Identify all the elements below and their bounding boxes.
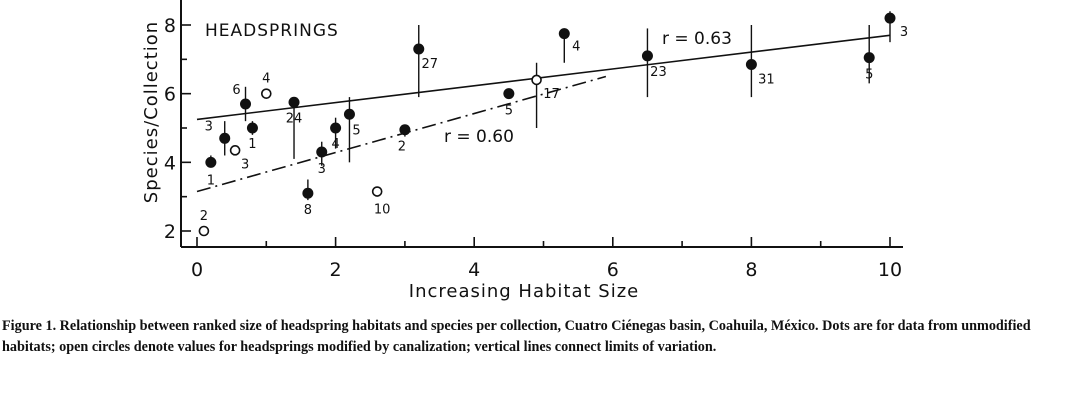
sample-size-label: 1 bbox=[207, 173, 215, 188]
filled-dot bbox=[558, 28, 570, 40]
filled-dot bbox=[288, 96, 300, 108]
x-tick-label: 4 bbox=[468, 259, 480, 281]
open-circle bbox=[371, 186, 383, 197]
filled-dot bbox=[503, 88, 515, 100]
sample-size-label: 10 bbox=[374, 203, 391, 218]
x-tick-label: 0 bbox=[191, 259, 203, 281]
filled-dot bbox=[240, 98, 252, 110]
sample-size-label: 17 bbox=[543, 87, 560, 102]
filled-dot bbox=[863, 52, 875, 64]
open-circle bbox=[229, 145, 241, 156]
y-tick-label: 6 bbox=[164, 84, 176, 106]
sample-size-label: 31 bbox=[758, 72, 775, 87]
sample-size-label: 1 bbox=[248, 137, 256, 152]
sample-size-label: 23 bbox=[650, 65, 667, 80]
open-circle bbox=[531, 74, 542, 86]
sample-size-label: 5 bbox=[352, 123, 360, 138]
x-tick-label: 2 bbox=[330, 259, 342, 281]
filled-dot bbox=[884, 12, 896, 24]
sample-size-label: 8 bbox=[304, 203, 312, 218]
sample-size-label: 6 bbox=[232, 83, 240, 98]
figure-caption: Figure 1. Relationship between ranked si… bbox=[2, 318, 1031, 355]
sample-size-label: 27 bbox=[421, 57, 438, 72]
sample-size-label: 4 bbox=[331, 137, 339, 152]
regression-lines: r = 0.63 r = 0.60 bbox=[196, 29, 891, 193]
y-axis-title: Species/Collection bbox=[141, 21, 162, 203]
filled-dot bbox=[343, 108, 355, 120]
x-axis-title: Increasing Habitat Size bbox=[409, 281, 639, 302]
filled-dot bbox=[641, 50, 653, 62]
regression-line-modified bbox=[196, 75, 607, 193]
filled-dot bbox=[219, 132, 231, 144]
sample-size-label: 4 bbox=[572, 40, 580, 55]
filled-dot bbox=[205, 156, 217, 168]
open-circle bbox=[198, 225, 210, 237]
sample-size-label: 3 bbox=[900, 25, 908, 40]
sample-size-label: 2 bbox=[200, 209, 208, 224]
sample-size-label: 3 bbox=[205, 119, 213, 134]
x-tick-label: 8 bbox=[745, 259, 757, 281]
sample-size-label: 2 bbox=[398, 140, 406, 155]
filled-dot bbox=[316, 146, 328, 158]
sample-size-label: 5 bbox=[505, 104, 513, 119]
x-tick-label: 6 bbox=[607, 259, 619, 281]
filled-dot bbox=[246, 122, 258, 134]
x-tick-label: 10 bbox=[878, 259, 902, 281]
sample-size-label: 24 bbox=[286, 111, 303, 126]
sample-size-label: 3 bbox=[318, 162, 326, 177]
sample-size-label: 5 bbox=[865, 68, 873, 83]
r-label-modified: r = 0.60 bbox=[444, 127, 514, 147]
filled-dot bbox=[330, 122, 342, 134]
filled-dot bbox=[399, 124, 411, 136]
open-circle bbox=[260, 88, 272, 99]
regression-line-unmodified bbox=[196, 34, 891, 121]
y-tick-label: 2 bbox=[164, 221, 176, 243]
filled-dot bbox=[302, 187, 314, 199]
y-tick-label: 8 bbox=[164, 15, 176, 37]
panel-label: HEADSPRINGS bbox=[205, 21, 339, 41]
filled-dot bbox=[745, 58, 757, 70]
filled-dot bbox=[413, 43, 425, 55]
r-label-unmodified: r = 0.63 bbox=[662, 29, 732, 49]
sample-size-label: 4 bbox=[262, 72, 270, 87]
y-tick-label: 4 bbox=[164, 152, 176, 174]
sample-size-label: 3 bbox=[241, 157, 249, 172]
